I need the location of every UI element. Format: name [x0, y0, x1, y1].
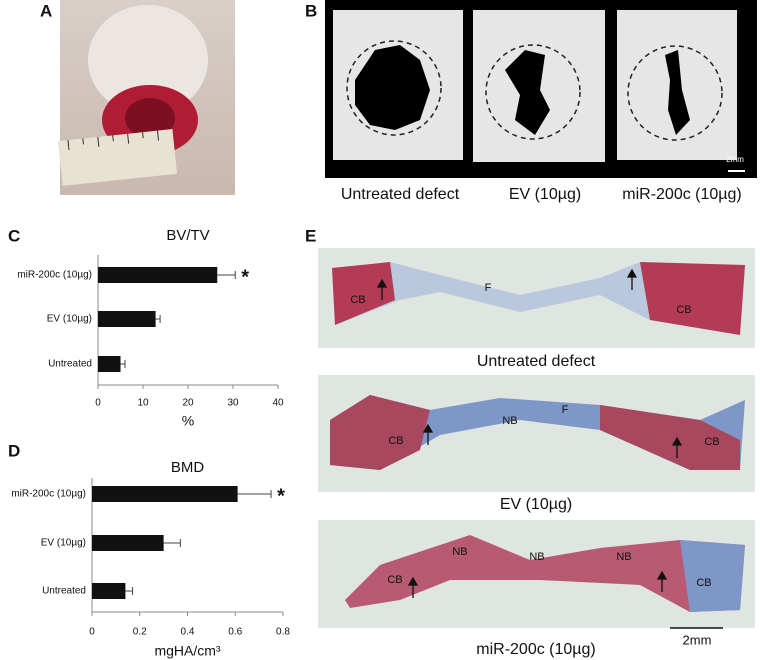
tissue-label: CB [696, 577, 711, 589]
tissue-label: NB [502, 415, 517, 427]
x-tick-label: 0.4 [181, 627, 195, 638]
tissue-label: NB [452, 546, 467, 558]
panel-label: D [8, 441, 20, 460]
x-tick-label: 10 [137, 398, 149, 409]
error-bar [155, 315, 161, 323]
tissue-label: F [562, 404, 569, 416]
y-tick-label: miR-200c (10µg) [17, 270, 92, 281]
x-tick-label: 0.2 [133, 627, 147, 638]
caption: miR-200c (10µg) [476, 641, 595, 658]
annotation: * [241, 266, 249, 288]
tissue-label: F [485, 282, 492, 294]
caption: EV (10µg) [500, 496, 572, 513]
scale-label: 2mm [726, 155, 744, 164]
photo [58, 0, 235, 195]
x-tick-label: 0 [89, 627, 95, 638]
x-tick-label: 0.6 [228, 627, 242, 638]
error-bar [237, 490, 272, 498]
tissue-label: CB [388, 435, 403, 447]
caption: Untreated defect [341, 186, 460, 203]
y-tick-label: Untreated [42, 586, 86, 597]
caption: EV (10µg) [509, 186, 581, 203]
y-tick-label: Untreated [48, 359, 92, 370]
histology [318, 248, 755, 629]
y-tick-label: miR-200c (10µg) [11, 489, 86, 500]
scale-label: 2mm [683, 632, 712, 647]
bar [92, 583, 126, 599]
tissue-label: NB [616, 551, 631, 563]
tissue-label: CB [676, 304, 691, 316]
bar [98, 356, 121, 372]
tissue-label: CB [387, 574, 402, 586]
x-tick-label: 0 [95, 398, 101, 409]
error-bar [163, 539, 181, 547]
micro-ct [325, 0, 757, 178]
bar [98, 267, 218, 283]
x-tick-label: 0.8 [276, 627, 290, 638]
error-bar [125, 587, 134, 595]
panel-label: E [305, 226, 316, 245]
panel-label: C [8, 226, 20, 245]
y-tick-label: EV (10µg) [41, 538, 86, 549]
tissue-label: CB [704, 436, 719, 448]
chart-title: BV/TV [166, 227, 209, 244]
bar [98, 311, 156, 327]
caption: Untreated defect [477, 353, 596, 370]
tissue-label: NB [529, 551, 544, 563]
panel-label: A [40, 1, 52, 20]
bar [92, 486, 238, 502]
x-axis-label: mgHA/cm³ [154, 643, 220, 659]
tissue-label: CB [350, 294, 365, 306]
x-tick-label: 20 [182, 398, 194, 409]
chart-title: BMD [171, 459, 205, 476]
error-bar [120, 360, 126, 368]
y-tick-label: EV (10µg) [47, 314, 92, 325]
panel-label: B [305, 1, 317, 20]
annotation: * [277, 485, 285, 507]
error-bar [217, 271, 236, 279]
caption: miR-200c (10µg) [622, 186, 741, 203]
x-tick-label: 40 [272, 398, 284, 409]
x-tick-label: 30 [227, 398, 239, 409]
bar [92, 535, 164, 551]
x-axis-label: % [182, 413, 194, 429]
